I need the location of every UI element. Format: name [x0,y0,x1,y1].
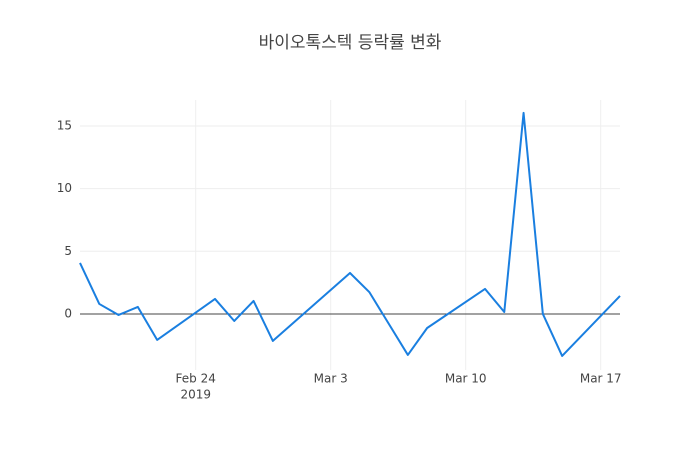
y-tick-label: 5 [64,244,72,258]
y-tick-label: 15 [57,118,72,132]
x-tick-label: Mar 10 [445,372,487,386]
y-tick-label: 0 [64,306,72,320]
data-line [79,111,621,357]
x-tick-label: Mar 3 [314,372,348,386]
y-tick-label: 10 [57,181,72,195]
x-tick-year: 2019 [180,388,211,402]
chart-title: 바이오톡스텍 등락률 변화 [259,33,442,53]
x-tick-label: Mar 17 [580,372,622,386]
x-tick-label: Feb 24 [176,372,216,386]
